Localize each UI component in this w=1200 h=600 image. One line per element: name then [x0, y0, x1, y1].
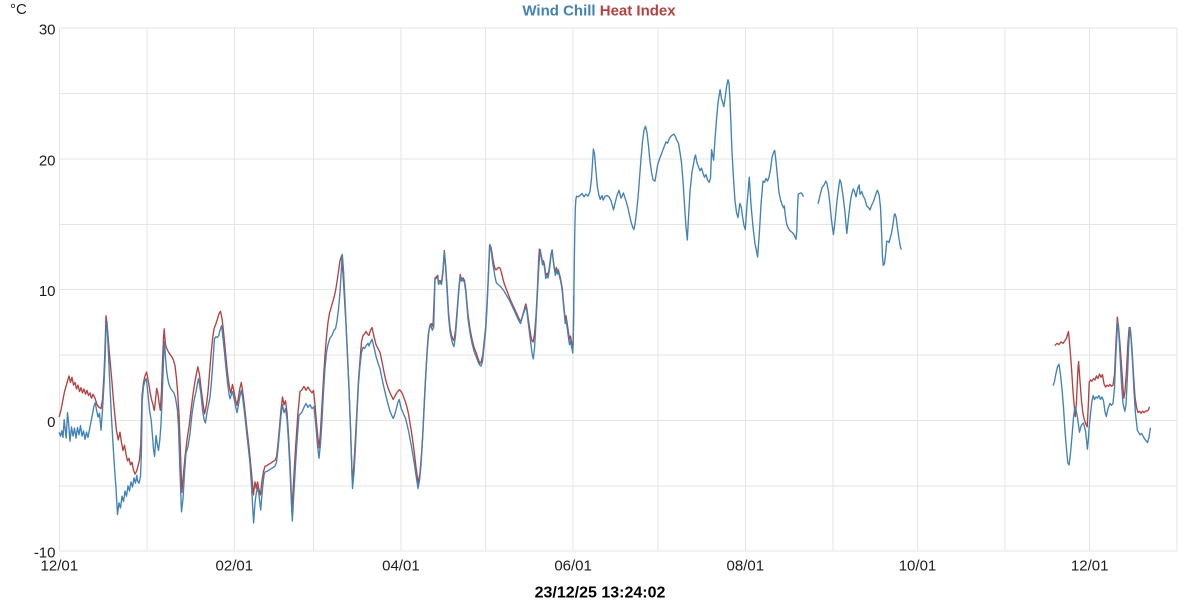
- svg-text:08/01: 08/01: [727, 558, 765, 575]
- svg-text:10: 10: [39, 283, 56, 300]
- svg-text:23/12/25 13:24:02: 23/12/25 13:24:02: [535, 585, 666, 600]
- svg-text:10/01: 10/01: [899, 558, 937, 575]
- svg-text:20: 20: [39, 152, 56, 169]
- svg-text:06/01: 06/01: [554, 558, 592, 575]
- svg-text:0: 0: [47, 414, 55, 431]
- svg-text:02/01: 02/01: [216, 558, 254, 575]
- svg-text:-10: -10: [34, 545, 56, 562]
- svg-text:04/01: 04/01: [382, 558, 420, 575]
- svg-text:Wind Chill Heat Index: Wind Chill Heat Index: [522, 3, 676, 20]
- svg-text:°C: °C: [10, 1, 27, 18]
- svg-text:12/01: 12/01: [41, 558, 79, 575]
- svg-text:12/01: 12/01: [1071, 558, 1109, 575]
- svg-text:30: 30: [39, 22, 56, 39]
